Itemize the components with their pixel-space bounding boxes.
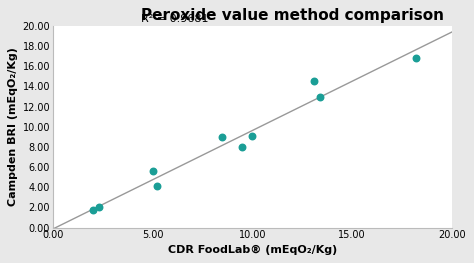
Point — [310, 79, 318, 83]
Point — [153, 184, 160, 188]
Point — [248, 134, 256, 138]
Y-axis label: Campden BRI (mEqO₂/Kg): Campden BRI (mEqO₂/Kg) — [9, 47, 18, 206]
Point — [412, 56, 420, 60]
Point — [149, 169, 156, 173]
Point — [238, 145, 246, 149]
Point — [219, 135, 226, 139]
Point — [89, 208, 97, 213]
Text: R² = 0.9681: R² = 0.9681 — [141, 14, 208, 24]
X-axis label: CDR FoodLab® (mEqO₂/Kg): CDR FoodLab® (mEqO₂/Kg) — [168, 245, 337, 255]
Point — [317, 94, 324, 99]
Text: Peroxide value method comparison: Peroxide value method comparison — [141, 8, 444, 23]
Point — [95, 205, 102, 210]
